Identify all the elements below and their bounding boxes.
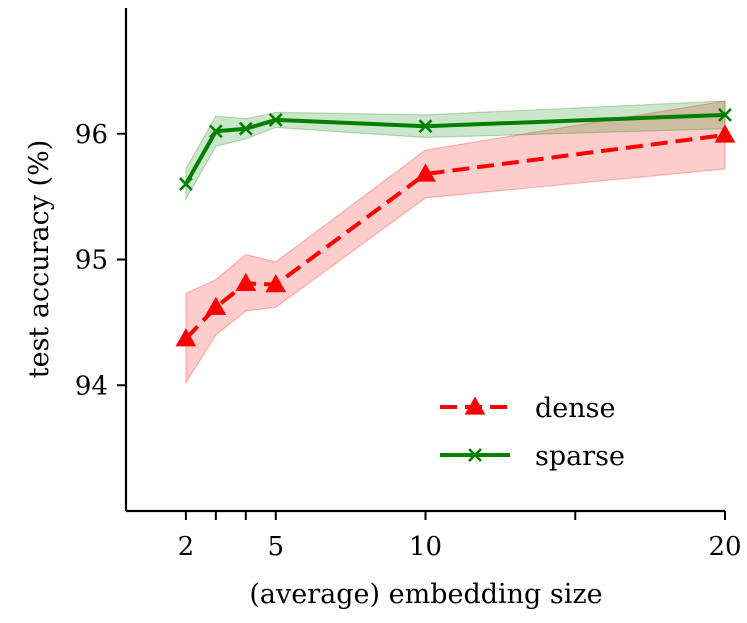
x-tick-label: 10 [409,532,442,562]
dense-error-band [185,100,726,385]
y-axis-label: test accuracy (%) [24,140,55,379]
series-markers [175,107,736,347]
sparse-point [238,121,253,136]
x-tick-label: 2 [178,532,195,562]
legend-sparse-marker [468,448,482,462]
dense-point [265,274,287,293]
legend: dense sparse [440,393,625,472]
dense-point [175,328,197,347]
x-ticks: 2 5 10 20 [178,511,742,562]
legend-sparse-label: sparse [535,441,625,472]
sparse-point [268,112,283,127]
legend-dense-marker [464,396,486,415]
y-tick-label: 96 [75,120,108,150]
dense-point [205,296,227,315]
y-tick-label: 95 [75,246,108,276]
dense-point [415,163,436,182]
x-axis-label: (average) embedding size [249,579,602,610]
sparse-line [184,112,726,186]
x-tick-label: 20 [708,532,741,562]
x-tick-label: 5 [267,532,284,562]
y-ticks: 94 95 96 [75,120,126,401]
y-tick-label: 94 [75,371,108,401]
error-bands [185,100,726,385]
dense-point [714,124,736,143]
sparse-point [178,177,193,191]
sparse-point [418,119,433,134]
sparse-point [718,107,732,122]
dense-point [235,272,257,292]
legend-dense-label: dense [535,393,616,424]
sparse-point [208,124,223,139]
